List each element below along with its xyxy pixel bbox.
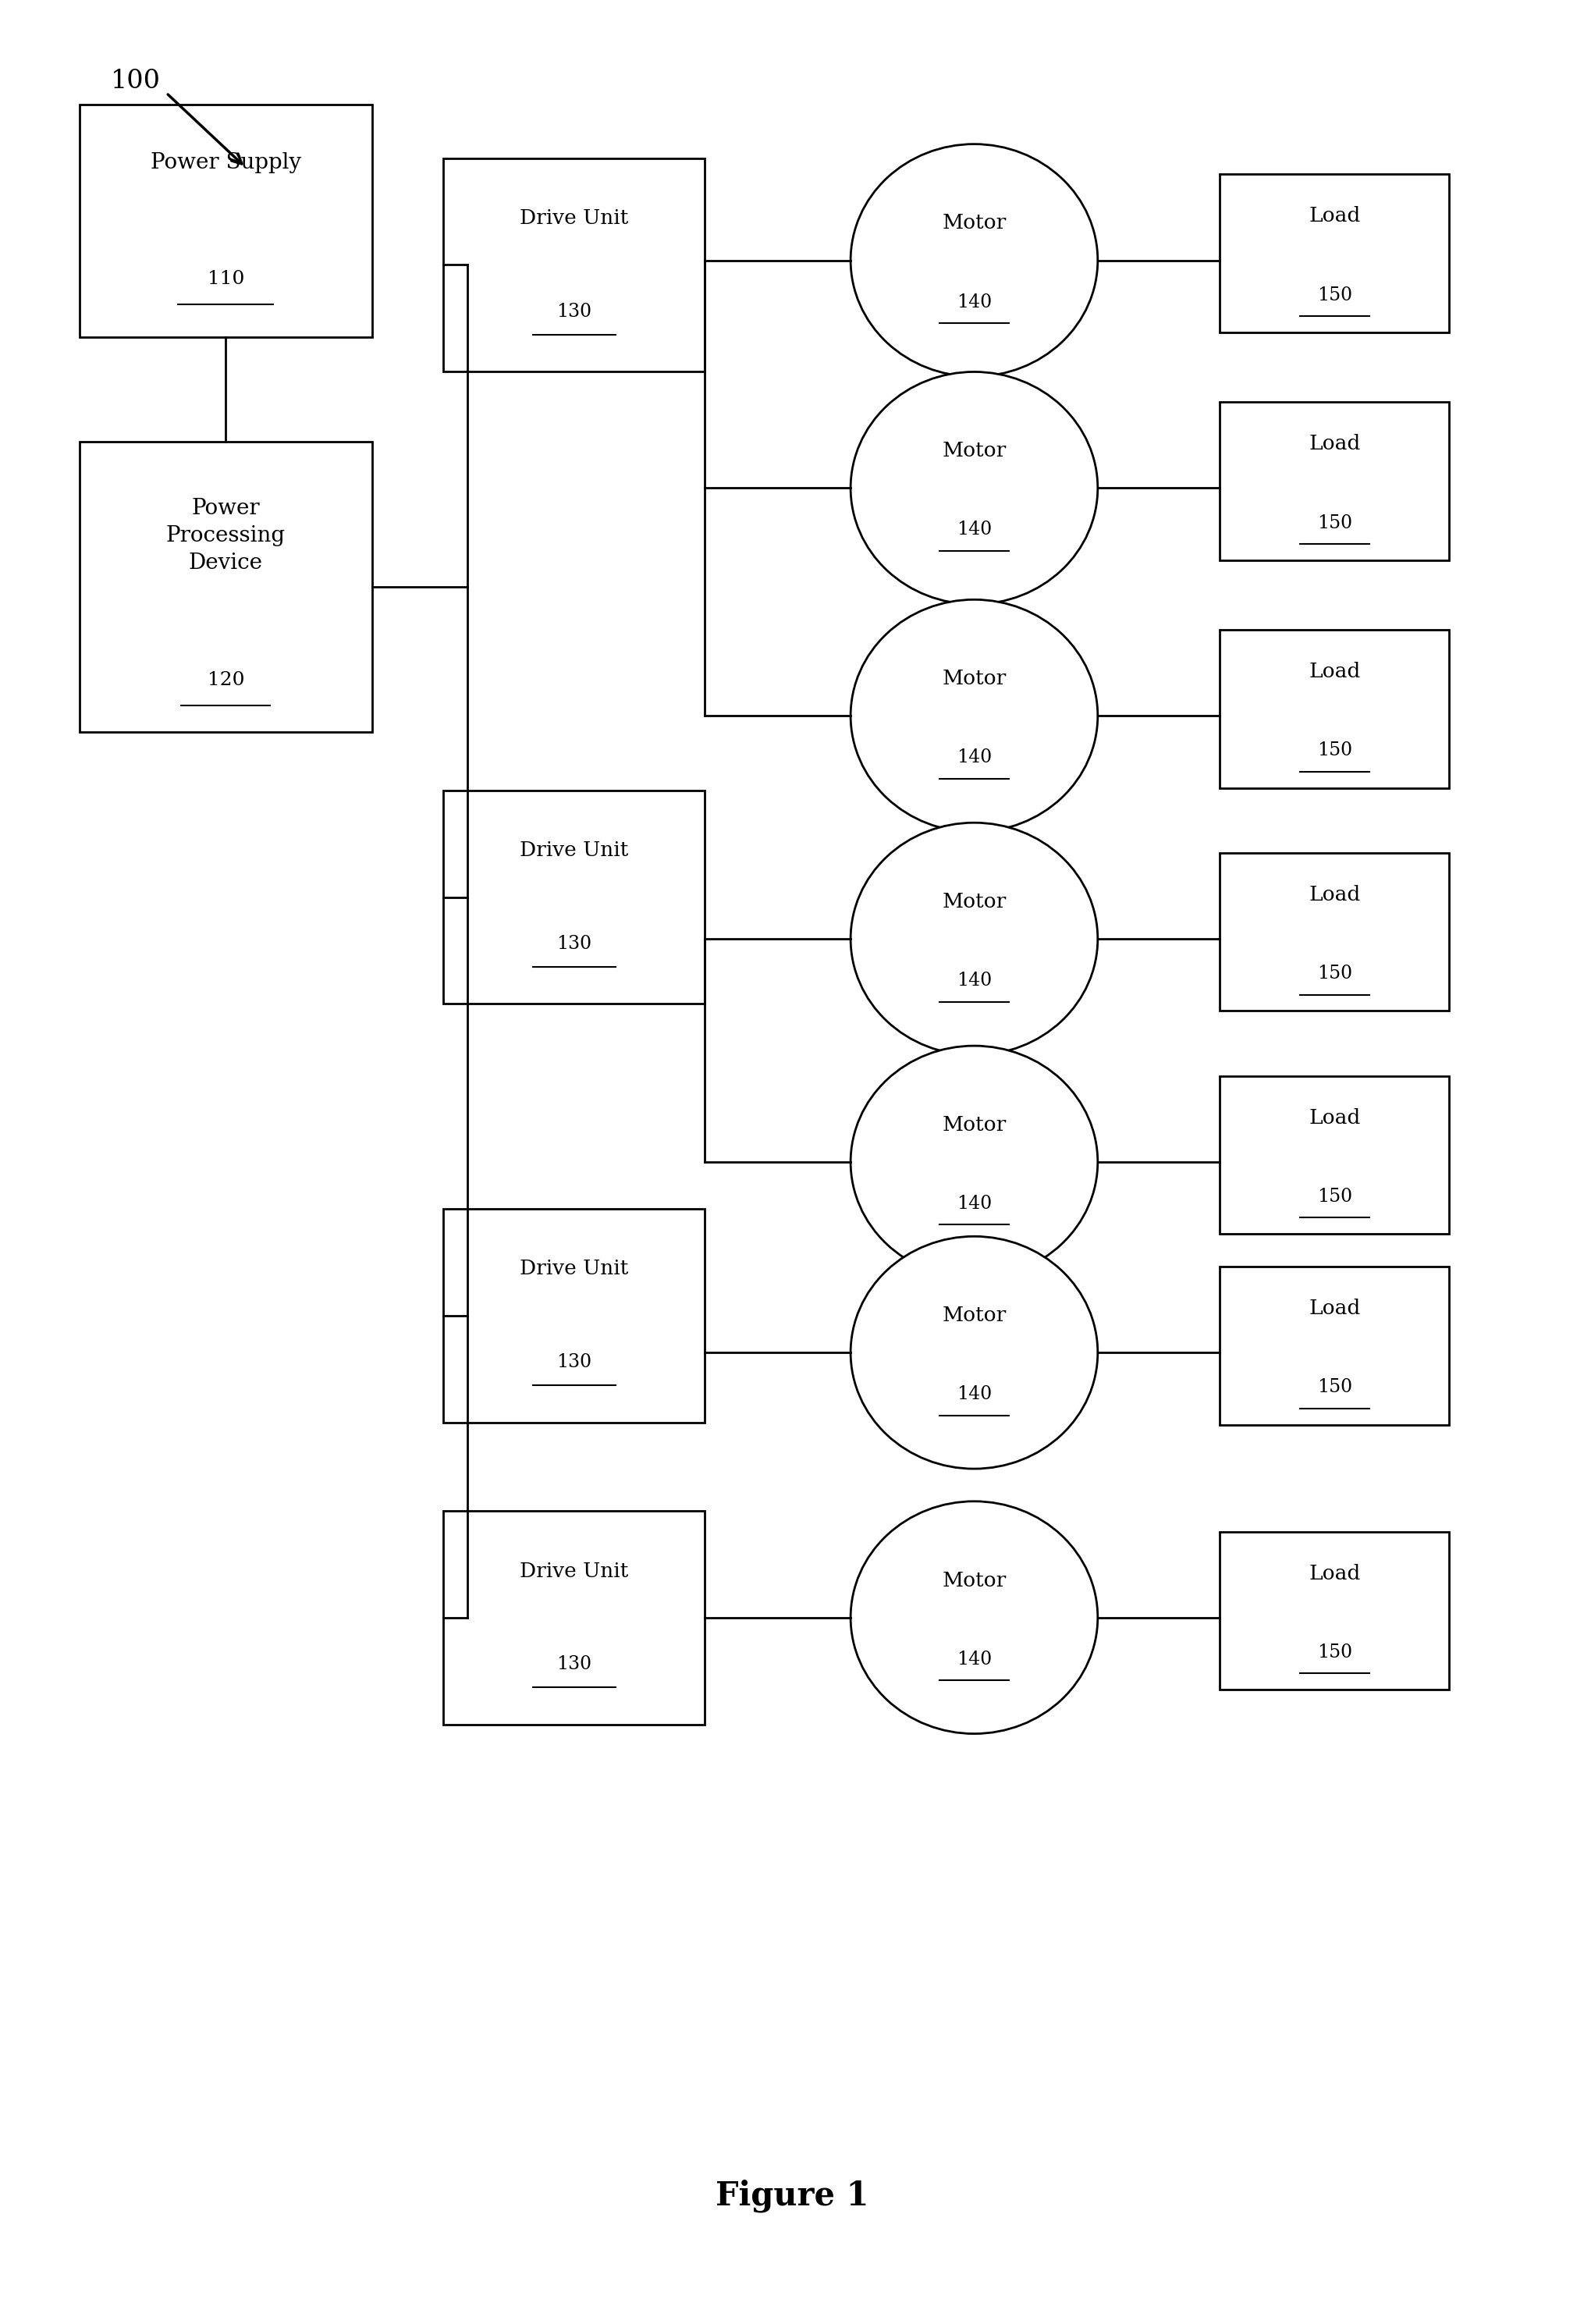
Text: 140: 140 bbox=[957, 293, 992, 311]
FancyBboxPatch shape bbox=[1220, 1532, 1449, 1690]
Text: Load: Load bbox=[1308, 435, 1361, 453]
Text: 150: 150 bbox=[1316, 964, 1353, 983]
FancyBboxPatch shape bbox=[1220, 630, 1449, 788]
Text: Motor: Motor bbox=[942, 214, 1006, 232]
Text: Motor: Motor bbox=[942, 1116, 1006, 1134]
Text: 140: 140 bbox=[957, 1385, 992, 1404]
FancyBboxPatch shape bbox=[1220, 174, 1449, 332]
FancyBboxPatch shape bbox=[1220, 1076, 1449, 1234]
FancyBboxPatch shape bbox=[1220, 853, 1449, 1011]
Ellipse shape bbox=[851, 1046, 1098, 1278]
Text: 130: 130 bbox=[556, 934, 592, 953]
Text: 150: 150 bbox=[1316, 1188, 1353, 1206]
Text: Load: Load bbox=[1308, 1109, 1361, 1127]
Ellipse shape bbox=[851, 1236, 1098, 1469]
Text: 140: 140 bbox=[957, 1195, 992, 1213]
Text: Motor: Motor bbox=[942, 1571, 1006, 1590]
FancyBboxPatch shape bbox=[444, 158, 705, 372]
Text: Load: Load bbox=[1308, 662, 1361, 681]
FancyBboxPatch shape bbox=[444, 790, 705, 1004]
Ellipse shape bbox=[851, 823, 1098, 1055]
Text: 140: 140 bbox=[957, 1650, 992, 1669]
Text: Drive Unit: Drive Unit bbox=[520, 841, 629, 860]
FancyBboxPatch shape bbox=[79, 442, 372, 732]
Text: 140: 140 bbox=[957, 971, 992, 990]
FancyBboxPatch shape bbox=[1220, 402, 1449, 560]
Text: 110: 110 bbox=[208, 270, 244, 288]
Text: Motor: Motor bbox=[942, 892, 1006, 911]
Text: Drive Unit: Drive Unit bbox=[520, 1260, 629, 1278]
FancyBboxPatch shape bbox=[1220, 1267, 1449, 1425]
FancyBboxPatch shape bbox=[444, 1511, 705, 1724]
Text: 140: 140 bbox=[957, 521, 992, 539]
Text: 130: 130 bbox=[556, 302, 592, 321]
Text: 130: 130 bbox=[556, 1353, 592, 1371]
Text: Drive Unit: Drive Unit bbox=[520, 209, 629, 228]
Text: 150: 150 bbox=[1316, 514, 1353, 532]
Text: 150: 150 bbox=[1316, 286, 1353, 304]
Text: 130: 130 bbox=[556, 1655, 592, 1673]
Text: 100: 100 bbox=[111, 70, 162, 93]
FancyBboxPatch shape bbox=[444, 1208, 705, 1422]
Ellipse shape bbox=[851, 144, 1098, 376]
Text: 150: 150 bbox=[1316, 1378, 1353, 1397]
FancyBboxPatch shape bbox=[79, 105, 372, 337]
Text: Load: Load bbox=[1308, 1299, 1361, 1318]
Text: Load: Load bbox=[1308, 885, 1361, 904]
Text: Figure 1: Figure 1 bbox=[716, 2180, 868, 2212]
Text: Motor: Motor bbox=[942, 669, 1006, 688]
Text: Power Supply: Power Supply bbox=[150, 151, 301, 174]
Text: Load: Load bbox=[1308, 207, 1361, 225]
Text: Load: Load bbox=[1308, 1564, 1361, 1583]
Text: 150: 150 bbox=[1316, 741, 1353, 760]
Text: Drive Unit: Drive Unit bbox=[520, 1562, 629, 1580]
Text: 120: 120 bbox=[208, 672, 244, 688]
Text: Motor: Motor bbox=[942, 1306, 1006, 1325]
Ellipse shape bbox=[851, 600, 1098, 832]
Text: Power
Processing
Device: Power Processing Device bbox=[166, 497, 285, 574]
Ellipse shape bbox=[851, 372, 1098, 604]
Text: Motor: Motor bbox=[942, 442, 1006, 460]
Ellipse shape bbox=[851, 1501, 1098, 1734]
Text: 150: 150 bbox=[1316, 1643, 1353, 1662]
Text: 140: 140 bbox=[957, 748, 992, 767]
